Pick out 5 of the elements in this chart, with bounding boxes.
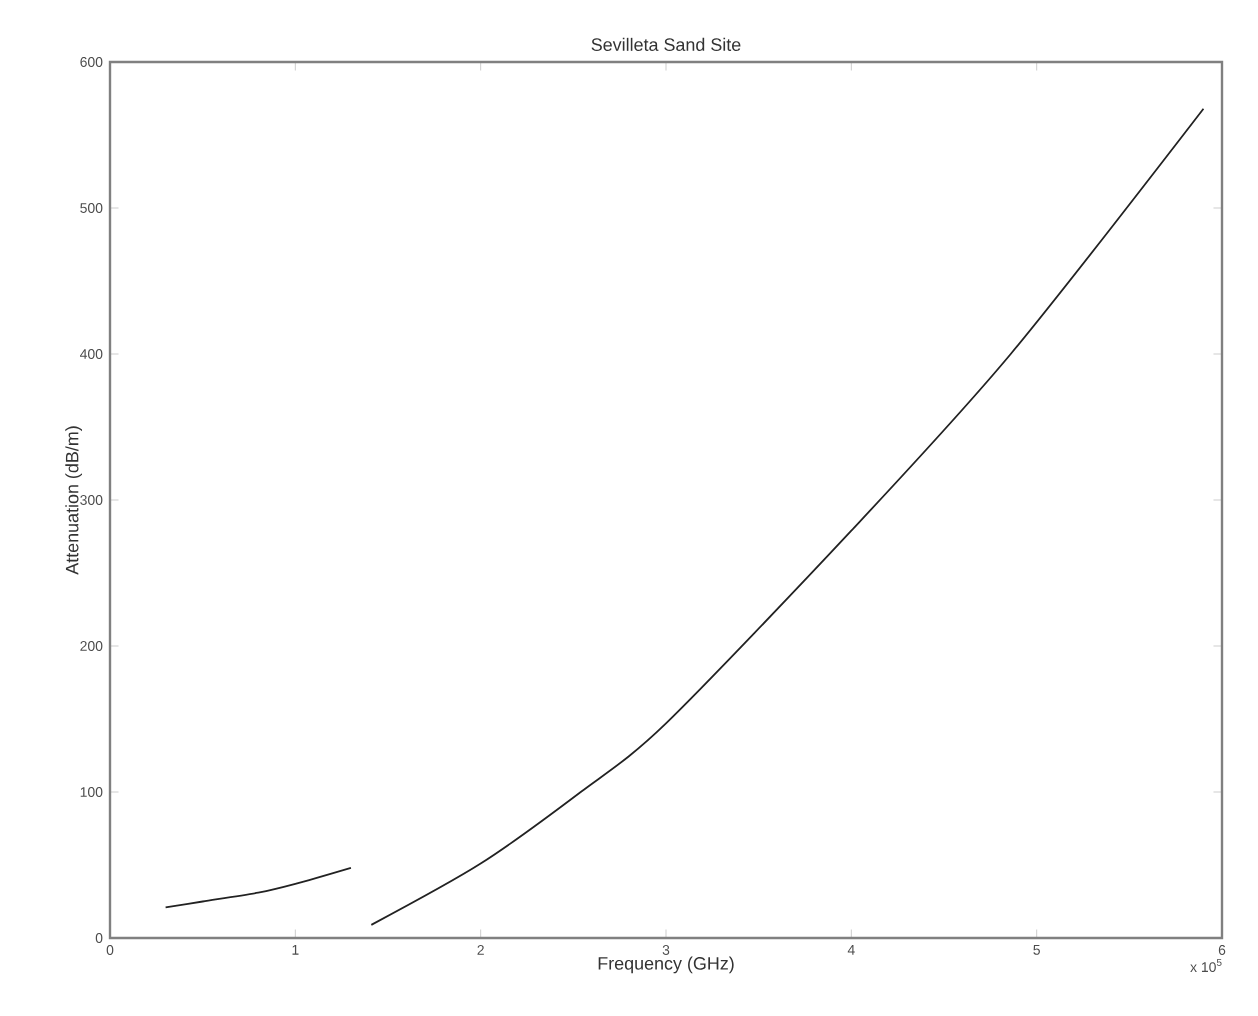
line-series [164, 867, 352, 909]
x-axis-title: Frequency (GHz) [598, 956, 734, 974]
chart-title: Sevilleta Sand Site [591, 37, 741, 52]
line-series [370, 107, 1205, 926]
y-axis-title: Attenuation (dB/m) [65, 426, 83, 575]
